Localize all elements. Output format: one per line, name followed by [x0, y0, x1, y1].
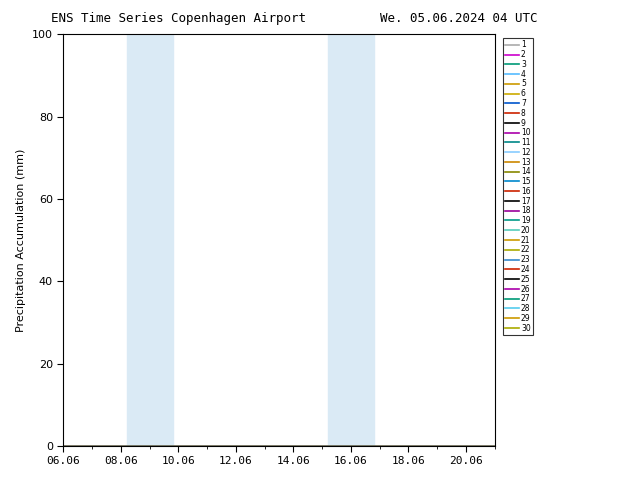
Text: ENS Time Series Copenhagen Airport: ENS Time Series Copenhagen Airport — [51, 12, 306, 25]
Y-axis label: Precipitation Accumulation (mm): Precipitation Accumulation (mm) — [16, 148, 27, 332]
Legend: 1, 2, 3, 4, 5, 6, 7, 8, 9, 10, 11, 12, 13, 14, 15, 16, 17, 18, 19, 20, 21, 22, 2: 1, 2, 3, 4, 5, 6, 7, 8, 9, 10, 11, 12, 1… — [503, 38, 533, 335]
Bar — [328, 34, 374, 446]
Bar — [127, 34, 172, 446]
Text: We. 05.06.2024 04 UTC: We. 05.06.2024 04 UTC — [380, 12, 538, 25]
